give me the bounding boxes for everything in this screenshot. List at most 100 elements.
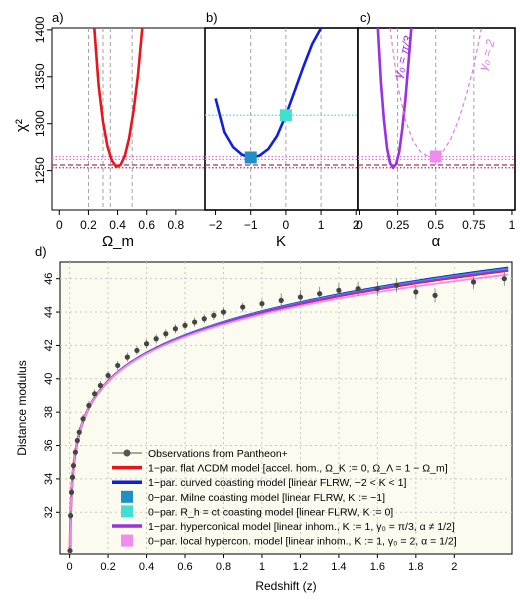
panel-a-ytick-label: 1300 <box>33 110 47 137</box>
panel-c-curve-0 <box>376 28 413 170</box>
panel-a-xtick-label: 0.8 <box>168 218 185 232</box>
panel-a-ytick-label: 1350 <box>33 63 47 90</box>
panel-d-observation-point <box>105 372 111 379</box>
legend-swatch-point <box>123 449 131 457</box>
panel-a-xtick-label: 0 <box>56 218 63 232</box>
panel-d-observation-point <box>92 391 98 397</box>
panel-d-observation-point <box>393 282 400 288</box>
panel-d-observation-point <box>374 286 380 292</box>
panel-d-observation-point <box>192 319 198 325</box>
panel-d-observation-point <box>211 312 217 318</box>
panel-d-xtick-label: 0.6 <box>177 561 192 573</box>
legend-entry-3: 0−par. Milne coasting model [linear FLRW… <box>148 492 385 504</box>
panel-b: b) K −2 −1 0 1 2 <box>204 10 360 250</box>
panel-a-xtick-label: 0.2 <box>80 218 97 232</box>
panel-d-observation-point <box>80 416 86 422</box>
legend-entry-5: 1−par. hyperconical model [linear inhom.… <box>148 521 455 533</box>
panel-d-frame <box>59 261 513 555</box>
panel-c-plot-area <box>358 28 515 210</box>
panel-d-observation-point <box>67 513 74 519</box>
panel-d-ytick-label: 40 <box>43 373 55 385</box>
panel-d-ytick-label: 34 <box>43 473 55 485</box>
panel-b-marker-0 <box>244 151 257 164</box>
panel-d-xtick-label: 1.6 <box>370 561 385 573</box>
panel-c-xtick-label: 0.25 <box>386 218 410 232</box>
panel-a-ylabel: χ² <box>13 119 30 132</box>
legend-entry-1: 1−par. flat ΛCDM model [accel. hom., Ω_K… <box>148 463 448 475</box>
panel-d-observation-point <box>297 294 304 300</box>
panel-c-xtick-label: 1 <box>509 218 516 232</box>
legend-entry-6: 0−par. local hypercon. model [linear inh… <box>148 536 457 548</box>
panel-d-xtick-label: 0.8 <box>216 561 231 573</box>
panel-a-tag: a) <box>52 10 64 25</box>
panel-d-ytick-label: 46 <box>43 273 55 285</box>
panel-d-observation-point <box>163 331 169 337</box>
panel-d-observation-point <box>172 326 179 332</box>
panel-d-plot-area <box>60 262 512 554</box>
panel-d-ylabel: Distance modulus <box>15 360 29 455</box>
panel-d-xtick-label: 1 <box>259 561 265 573</box>
panel-d-observation-point <box>134 347 140 354</box>
panel-d-observation-point <box>74 437 80 444</box>
panel-c: c) α 0 0.25 0.5 0.75 1γ₀ = π/3 γ₀ = 2 <box>356 10 516 250</box>
panel-a-ytick-label: 1250 <box>33 157 47 184</box>
panel-d-observation-point <box>68 489 75 495</box>
panel-d-observation-point <box>182 322 188 329</box>
panel-b-xtick-label: −1 <box>244 218 258 232</box>
panel-a-xtick-label: 0.4 <box>109 218 126 232</box>
panel-b-xlabel: K <box>276 233 286 250</box>
panel-d-xlabel: Redshift (z) <box>255 579 316 593</box>
panel-b-xtick-label: 2 <box>353 218 360 232</box>
panel-c-xlabel: α <box>432 233 441 250</box>
panel-c-marker-0 <box>429 150 442 163</box>
panel-b-plot-area <box>205 28 358 210</box>
panel-c-xtick-label: 0.5 <box>427 218 444 232</box>
legend-entry-0: Observations from Pantheon+ <box>148 448 288 460</box>
panel-d-observation-point <box>124 354 130 360</box>
panel-d-observation-point <box>201 316 207 322</box>
panel-c-xtick-label: 0 <box>356 218 363 232</box>
panel-d-observation-point <box>70 462 77 469</box>
panel-d-observation-point <box>413 289 419 295</box>
panel-d-ytick-label: 42 <box>43 339 55 351</box>
panel-b-curve-0 <box>214 28 323 159</box>
panel-d-observation-point <box>355 286 361 292</box>
panel-a-xtick-label: 0.6 <box>138 218 155 232</box>
panel-a-ytick-label: 1400 <box>33 16 47 43</box>
panel-d-observation-point <box>278 297 284 303</box>
panel-b-xtick-label: 0 <box>283 218 290 232</box>
panel-b-marker-1 <box>279 109 292 122</box>
panel-d-observation-point <box>76 429 82 435</box>
panel-d-xtick-label: 0.2 <box>100 561 115 573</box>
panel-c-xtick-label: 0.75 <box>462 218 486 232</box>
panel-d-xtick-label: 1.8 <box>408 561 423 573</box>
panel-a-curve-0 <box>93 28 144 169</box>
panel-a-xlabel: Ω_m <box>102 233 134 250</box>
panel-b-tag: b) <box>206 10 218 25</box>
panel-c-tag: c) <box>360 10 371 25</box>
panel-d-observation-point <box>97 382 103 389</box>
panel-d-ytick-label: 36 <box>43 439 55 451</box>
panel-d-xtick-label: 0 <box>67 561 73 573</box>
panel-d-observation-point <box>317 291 323 297</box>
panel-d-observation-point <box>432 292 438 298</box>
panel-a-frame <box>51 27 206 211</box>
panel-d-xtick-label: 0.4 <box>139 561 154 573</box>
panel-d-observation-point <box>259 301 265 307</box>
panel-d-observation-point <box>501 276 507 282</box>
panel-d-observation-point <box>115 362 121 369</box>
panel-d-observation-point <box>240 304 246 310</box>
panel-d: d) Distance modulus Redshift (z) 0 0.2 0.4… <box>15 244 513 593</box>
panel-d-xtick-label: 2 <box>451 561 457 573</box>
panel-d-observation-point <box>72 449 78 455</box>
legend-entry-2: 1−par. curved coasting model [linear FLR… <box>148 477 406 489</box>
panel-d-observation-point <box>69 474 76 480</box>
legend-swatch-square <box>121 534 133 547</box>
panel-b-xtick-label: 1 <box>318 218 325 232</box>
panel-d-observation-point <box>153 336 159 342</box>
panel-a: a) χ² Ω_m 0 0.2 0.4 0.6 0.8 1250 1300 1350 1400 <box>13 10 206 250</box>
legend-entry-4: 0−par. R_h = ct coasting model [linear F… <box>148 506 393 518</box>
panel-d-ytick-label: 44 <box>43 306 55 318</box>
panel-d-xtick-label: 1.4 <box>331 561 346 573</box>
panel-d-ytick-label: 38 <box>43 406 55 418</box>
